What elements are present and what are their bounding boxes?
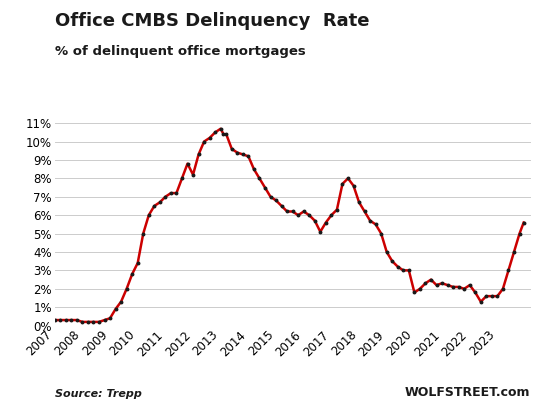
- Text: WOLFSTREET.com: WOLFSTREET.com: [405, 386, 531, 399]
- Text: % of delinquent office mortgages: % of delinquent office mortgages: [55, 45, 305, 58]
- Text: Office CMBS Delinquency  Rate: Office CMBS Delinquency Rate: [55, 12, 369, 30]
- Text: Source: Trepp: Source: Trepp: [55, 389, 142, 399]
